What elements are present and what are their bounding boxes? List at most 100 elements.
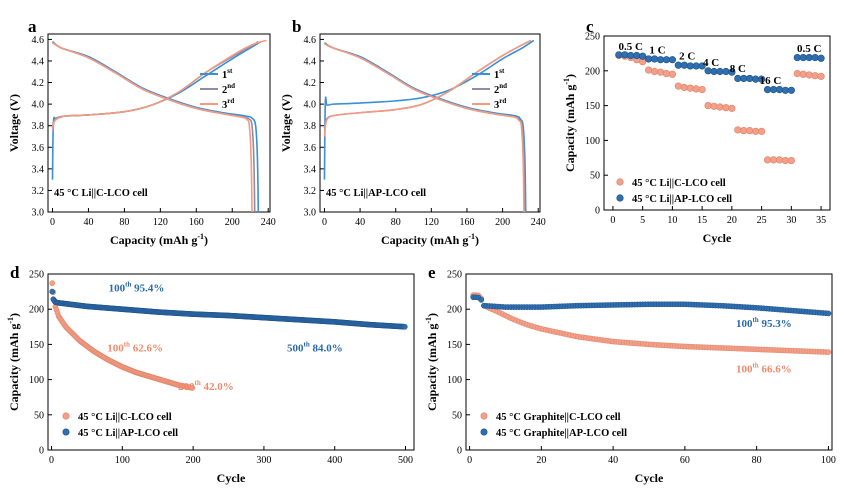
x-tick-label: 20 xyxy=(536,455,546,466)
data-point-blue xyxy=(680,61,688,69)
data-point-blue xyxy=(769,85,778,94)
data-point-orange xyxy=(674,82,682,90)
data-point-blue xyxy=(710,67,718,76)
x-tick-label: 0 xyxy=(49,455,54,466)
text-base: 3 xyxy=(222,100,227,111)
data-point-orange xyxy=(811,72,819,80)
data-point-blue xyxy=(656,56,665,64)
y-tick-label: 250 xyxy=(585,32,600,43)
legend-label: 45 °C Graphite||AP-LCO cell xyxy=(496,428,627,439)
x-tick-label: 40 xyxy=(83,217,93,228)
legend-label: 45 °C Li||C-LCO cell xyxy=(632,178,726,189)
x-tick-label: 100 xyxy=(115,455,130,466)
legend-label: 45 °C Graphite||C-LCO cell xyxy=(496,412,621,423)
y-tick-label: 4.0 xyxy=(32,100,45,111)
data-point-blue xyxy=(805,53,813,62)
text-tail: 42.0% xyxy=(201,381,234,393)
data-point-blue xyxy=(627,51,635,60)
text-tail: ) xyxy=(563,74,577,78)
x-tick-label: 40 xyxy=(608,455,618,466)
plot-frame xyxy=(465,273,833,451)
series-line-blue-charge xyxy=(323,39,535,180)
data-point-blue xyxy=(787,86,795,94)
data-point-blue xyxy=(758,75,766,83)
rate-label: 1 C xyxy=(649,44,665,56)
y-tick-label: 3.8 xyxy=(32,121,45,132)
rate-label: 8 C xyxy=(730,63,746,75)
data-point-orange xyxy=(668,70,676,78)
y-tick-label: 250 xyxy=(29,270,44,281)
text-base: Capacity (mAh g xyxy=(7,324,21,411)
data-point-blue xyxy=(811,53,819,62)
x-tick-label: 80 xyxy=(391,217,401,228)
data-point-orange xyxy=(763,156,772,164)
text-superscript: nd xyxy=(227,82,235,90)
series-line-orange-discharge xyxy=(52,41,253,212)
text-base: Capacity (mAh g xyxy=(381,233,468,247)
data-point-blue xyxy=(668,56,676,64)
y-axis-label: Voltage (V) xyxy=(279,94,293,152)
data-point-blue xyxy=(722,67,730,76)
data-point-orange xyxy=(645,66,653,74)
x-tick-label: 0 xyxy=(610,215,615,226)
data-point-orange xyxy=(686,84,694,92)
legend-label: 45 °C Li||AP-LCO cell xyxy=(78,428,178,439)
data-point-orange xyxy=(704,101,712,110)
data-point-orange xyxy=(787,156,795,165)
panel-b: 0 40 80 120 160 200 240 3.0 3.2 3.4 3.6 3.8 4.0 4.2 4.… xyxy=(279,17,546,247)
legend-label: 45 °C Li||C-LCO cell xyxy=(78,412,172,423)
panel-e: 0 20 40 60 80 100 0 50 100 150 200 250 Cycle Capacity… xyxy=(424,263,836,485)
data-point-orange xyxy=(793,69,801,78)
data-point-orange xyxy=(680,83,688,92)
text-superscript: th xyxy=(124,340,130,348)
panel-a: 0 40 80 120 160 200 240 3.0 3.2 3.4 3.6 3.8 4.0 4.2 4.… xyxy=(7,17,276,247)
rate-label: 0.5 C xyxy=(797,43,822,55)
legend-marker xyxy=(480,412,488,420)
legend-marker xyxy=(62,428,70,436)
text-superscript: -1 xyxy=(562,78,571,85)
cell-annotation: 45 °C Li||C-LCO cell xyxy=(54,188,148,199)
data-point-orange xyxy=(728,104,736,112)
rate-label: 4 C xyxy=(703,57,719,69)
data-point-orange xyxy=(662,69,671,78)
y-axis-label: Capacity (mAh g-1) xyxy=(562,74,577,172)
y-tick-label: 4.4 xyxy=(304,56,317,67)
legend-label: 2nd xyxy=(494,82,507,96)
retention-annotation: 100th 95.3% xyxy=(736,316,792,330)
data-point-orange xyxy=(710,102,718,110)
text-superscript: -1 xyxy=(197,232,204,241)
x-tick-label: 80 xyxy=(752,455,762,466)
retention-annotation: 200th 42.0% xyxy=(178,379,234,393)
y-tick-label: 3.4 xyxy=(304,164,317,175)
y-tick-label: 3.2 xyxy=(304,186,317,197)
text-superscript: rd xyxy=(227,97,234,105)
rate-label: 0.5 C xyxy=(619,41,644,53)
x-tick-label: 240 xyxy=(261,217,276,228)
y-tick-label: 0 xyxy=(457,446,462,457)
plot-area xyxy=(49,280,408,391)
data-point-blue xyxy=(478,297,485,303)
series-line-blue-discharge xyxy=(51,40,260,212)
panel-d: 0 100 200 300 400 500 0 50 100 150 200 250 Cycle Capa… xyxy=(6,263,415,485)
legend-label: 1st xyxy=(222,67,233,81)
y-axis-label: Capacity (mAh g-1) xyxy=(6,313,21,411)
text-tail: 84.0% xyxy=(310,342,343,354)
data-point-blue xyxy=(645,55,653,63)
y-tick-label: 0 xyxy=(595,206,600,217)
rate-label: 16 C xyxy=(760,75,782,87)
data-point-blue xyxy=(775,85,784,94)
plot-frame xyxy=(47,273,415,451)
data-point-orange xyxy=(758,127,766,135)
data-point-orange xyxy=(752,127,760,135)
text-superscript: th xyxy=(125,281,131,289)
data-point-orange xyxy=(716,103,724,111)
plot-frame xyxy=(603,35,831,211)
y-tick-label: 3.4 xyxy=(32,164,45,175)
y-tick-label: 250 xyxy=(447,270,462,281)
text-superscript: -1 xyxy=(468,232,475,241)
x-axis-label: Cycle xyxy=(635,471,664,485)
y-axis-label: Voltage (V) xyxy=(7,94,21,152)
y-tick-label: 3.6 xyxy=(32,143,45,154)
series-line-purple-discharge xyxy=(324,42,526,212)
